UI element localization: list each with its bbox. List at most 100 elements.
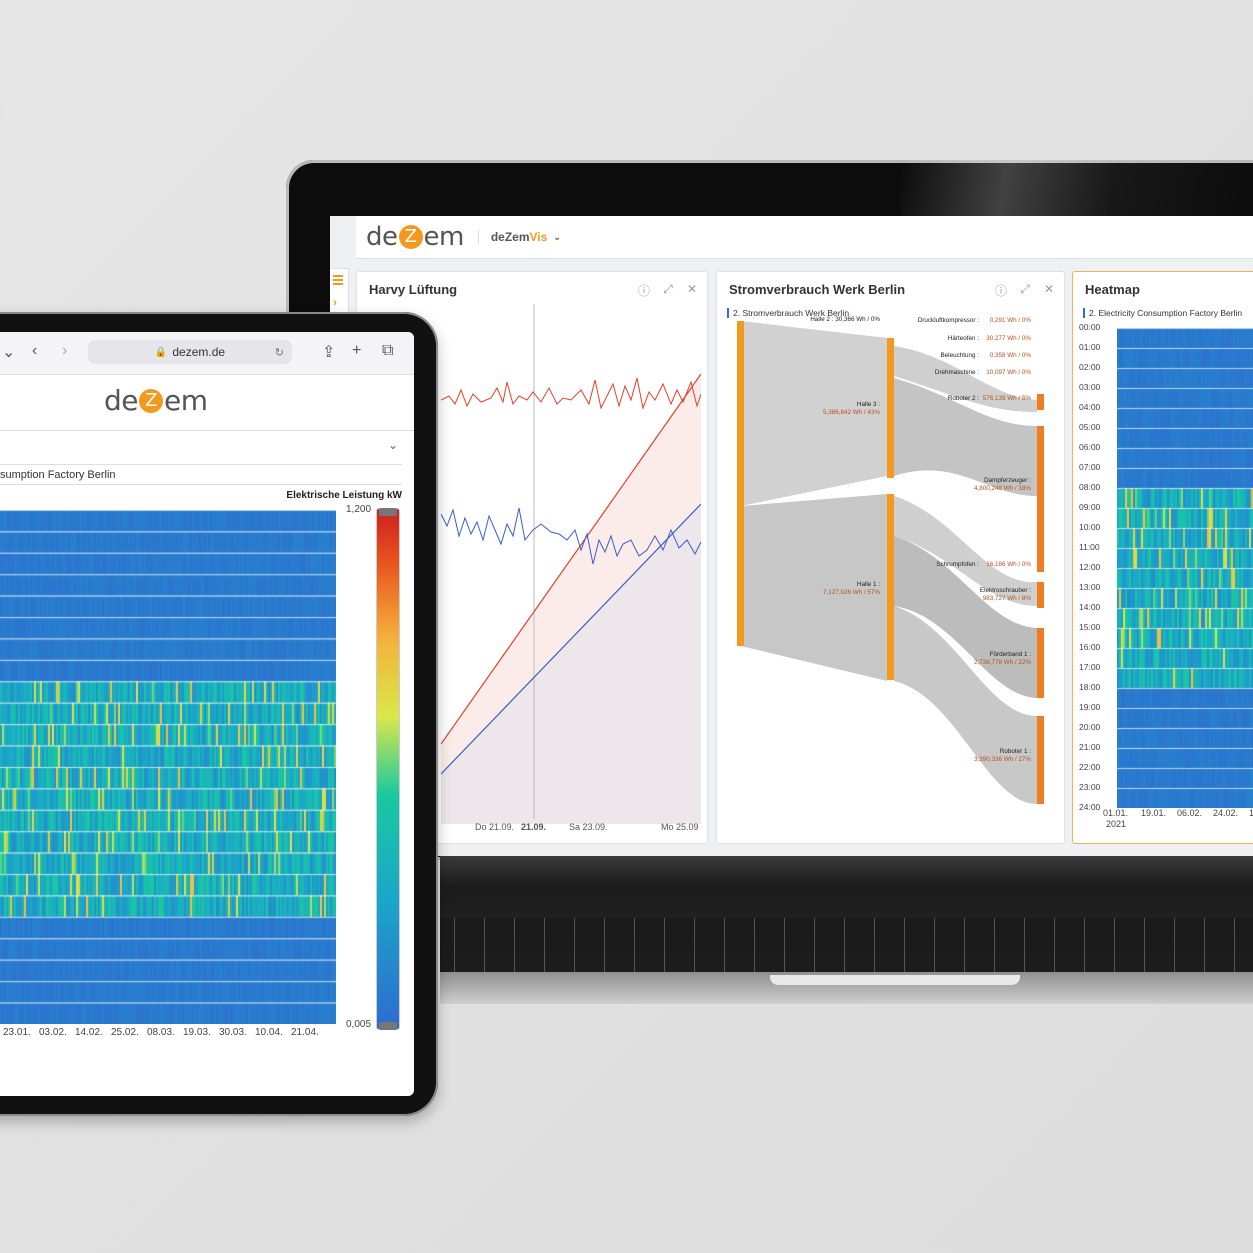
sankey-value: 3,390,336 Wh / 27% (974, 756, 1031, 763)
sankey-node-halle-3[interactable] (887, 338, 894, 478)
x-tick: 23.01. (3, 1027, 31, 1038)
unit-label-text: Elektrische Leistung (286, 490, 385, 501)
heatmap-canvas[interactable] (1117, 328, 1253, 808)
scale-handle-max[interactable] (379, 508, 397, 516)
lock-icon: 🔒 (154, 346, 168, 358)
trend-line-red (441, 373, 701, 745)
expand-icon[interactable]: ⤢ (663, 282, 673, 296)
x-tick: 08.03. (147, 1027, 175, 1038)
app-switcher-dropdown[interactable]: deZemVis ⌄ (477, 230, 561, 244)
panel-title: Heatmap (1085, 282, 1140, 297)
unit-text: kW (387, 490, 402, 501)
sankey-node-source[interactable] (737, 321, 744, 646)
sankey-node-foerderband-1[interactable] (1037, 628, 1044, 698)
color-scale[interactable] (376, 508, 400, 1030)
sankey-value: 7,127,026 Wh / 57% (823, 589, 880, 596)
y-tick-hour: 13:00 (1079, 582, 1101, 592)
sankey-node-roboter-2[interactable] (1037, 394, 1044, 410)
x-tick: 14.02. (75, 1027, 103, 1038)
series-red (441, 377, 701, 410)
expand-icon[interactable]: ⤢ (1020, 282, 1030, 296)
y-tick-hour: 01:00 (1079, 342, 1101, 352)
y-tick-hour: 05:00 (1079, 422, 1101, 432)
close-icon[interactable]: ✕ (1043, 282, 1055, 296)
y-tick-hour: 24:00 (1079, 802, 1101, 812)
heatmap-canvas[interactable] (0, 510, 336, 1024)
sankey-node-elektroschrauber[interactable] (1037, 582, 1044, 608)
forward-icon[interactable]: › (62, 342, 68, 359)
sankey-value: 576,139 Wh / 5% (983, 395, 1032, 402)
sankey-label: Halle 3 : (857, 401, 880, 408)
scale-handle-min[interactable] (379, 1022, 397, 1030)
chevron-down-icon[interactable]: ⌄ (2, 344, 16, 361)
back-icon[interactable]: ‹ (32, 342, 38, 359)
y-tick-hour: 06:00 (1079, 442, 1101, 452)
sankey-label: Schrumpfofen : (936, 561, 979, 568)
tabs-icon[interactable]: ⧉ (382, 342, 394, 359)
close-icon[interactable]: ✕ (686, 282, 698, 296)
series-blue (441, 507, 701, 565)
sankey-diagram: Halle 2 : 30,366 Wh / 0% Halle 3 : 5,386… (737, 316, 1044, 804)
share-icon[interactable]: ⇪ (322, 344, 336, 361)
logo-text-de: de (366, 222, 398, 252)
y-tick-hour: 18:00 (1079, 682, 1101, 692)
panel-stromverbrauch: Stromverbrauch Werk Berlin ⓘ ⤢ ✕ 2. Stro… (716, 271, 1065, 844)
browser-toolbar: ⌄ ‹ › 🔒 dezem.de ↻ ⇪ + ⧉ (0, 332, 414, 375)
y-tick-hour: 17:00 (1079, 662, 1101, 672)
y-tick-hour: 19:00 (1079, 702, 1101, 712)
sankey-value: 10,097 Wh / 0% (986, 369, 1031, 376)
sankey-value: 5,386,842 Wh / 43% (823, 409, 880, 416)
sankey-node-halle-1[interactable] (887, 494, 894, 680)
y-tick-hour: 08:00 (1079, 482, 1101, 492)
y-tick-hour: 23:00 (1079, 782, 1101, 792)
sankey-label: Drehmaschine : (935, 369, 979, 376)
y-tick-hour: 11:00 (1079, 542, 1100, 552)
sankey-node-dampferzeuger[interactable] (1037, 426, 1044, 572)
sankey-value: 16,186 Wh / 0% (986, 561, 1031, 568)
sankey-label: Roboter 1 : (1000, 748, 1031, 755)
y-tick-hour: 09:00 (1079, 502, 1101, 512)
x-tick: 19.01. (1141, 808, 1167, 818)
x-tick-current: 21.09. (521, 822, 547, 832)
y-tick-hour: 02:00 (1079, 362, 1101, 372)
sidebar-toggle[interactable]: › (330, 268, 349, 318)
y-tick-hour: 07:00 (1079, 462, 1101, 472)
sankey-value: 0,358 Wh / 0% (990, 352, 1032, 359)
x-tick: Sa 23.09. (569, 822, 608, 832)
x-tick: 01.01. (1103, 808, 1129, 818)
sankey-value: 983,727 Wh / 8% (983, 595, 1032, 602)
sankey-value: 0,291 Wh / 0% (990, 317, 1032, 324)
x-tick: 25.02. (111, 1027, 139, 1038)
x-tick: 14 (1249, 808, 1253, 818)
logo-text-de: de (104, 384, 139, 417)
info-icon[interactable]: ⓘ (994, 284, 1007, 298)
divider (0, 464, 402, 465)
url-bar[interactable]: 🔒 dezem.de ↻ (88, 340, 292, 364)
panel-title: Harvy Lüftung (369, 282, 458, 297)
laptop-notch (770, 975, 1020, 985)
logo-text-em: em (423, 222, 465, 252)
y-tick-hour: 20:00 (1079, 722, 1101, 732)
reload-icon[interactable]: ↻ (274, 346, 284, 359)
sankey-node-roboter-1[interactable] (1037, 716, 1044, 804)
sankey-label: Halle 2 : 30,366 Wh / 0% (810, 316, 880, 323)
x-axis: 01.01. 2021 19.01. 06.02. 24.02. 14 (1103, 808, 1253, 836)
panel-heatmap: Heatmap 2. Electricity Consumption Facto… (1072, 271, 1253, 844)
menu-icon (333, 275, 343, 285)
y-tick-hour: 22:00 (1079, 762, 1101, 772)
x-tick: Mo 25.09 (661, 822, 699, 832)
x-tick: 19.03. (183, 1027, 211, 1038)
new-tab-icon[interactable]: + (352, 342, 362, 359)
url-text: dezem.de (172, 345, 226, 359)
chevron-down-icon[interactable]: ⌄ (387, 438, 398, 452)
x-tick: 24.02. (1213, 808, 1239, 818)
panel-toolbar: ⓘ ⤢ ✕ (637, 282, 699, 299)
divider (0, 430, 414, 431)
info-icon[interactable]: ⓘ (637, 284, 650, 298)
